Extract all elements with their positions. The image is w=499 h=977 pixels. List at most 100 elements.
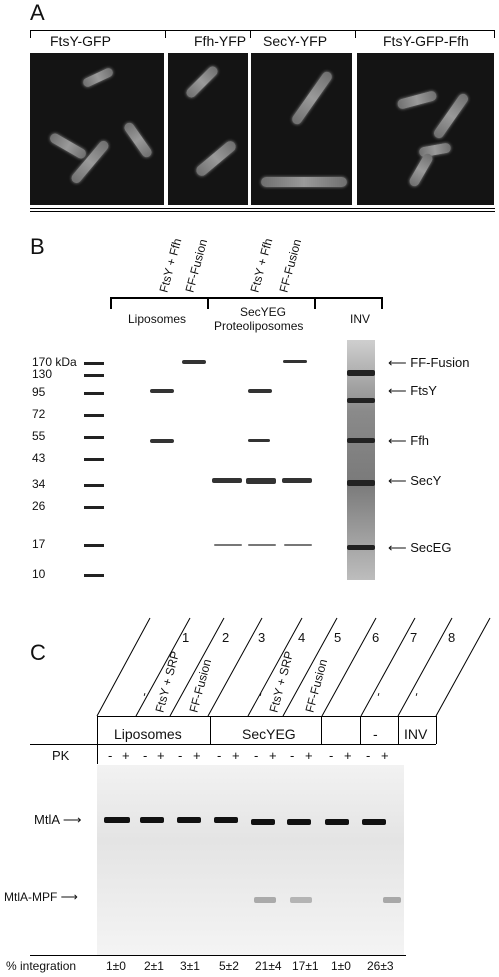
gel-panel-c <box>97 765 404 955</box>
ladder-band <box>84 362 104 365</box>
pk-sign: + <box>122 748 130 763</box>
ladder-band <box>84 414 104 417</box>
inv-band <box>347 545 375 550</box>
integration-value: 1±0 <box>331 959 351 973</box>
band-secy <box>212 478 242 483</box>
band-ffh-2 <box>248 439 270 442</box>
group-label-secy-yfp: SecY-YFP <box>263 33 328 49</box>
arrow-label-ff-fusion: FF-Fusion <box>410 355 470 370</box>
arrow-mtla: MtlA ⟶ <box>34 812 82 827</box>
panel-c-pk-rule <box>30 744 436 745</box>
panel-c-bottom-rule <box>30 955 406 956</box>
pk-sign: - <box>143 748 148 763</box>
lane-number-6: 6 <box>372 630 380 645</box>
panel-a-top-rule <box>30 30 495 31</box>
panel-b-letter: B <box>30 234 45 259</box>
arrow-label-mtla: MtlA <box>34 812 60 827</box>
marker-34: 34 <box>32 477 46 491</box>
pk-label: PK <box>52 748 70 763</box>
group-label-inv: INV <box>350 312 371 326</box>
bracket-tick <box>97 716 98 744</box>
bracket-tick <box>210 716 211 744</box>
inv-band <box>347 438 375 443</box>
arrow-label-mtla-mpf: MtlA-MPF <box>4 890 58 904</box>
arrow-label-seceg: SecEG <box>410 540 452 555</box>
group-label-secyeg: SecYEG <box>240 305 287 319</box>
pk-sign: - <box>366 748 371 763</box>
panel-c-letter: C <box>30 640 46 665</box>
panel-a-bottom-rule-2 <box>30 211 495 212</box>
marker-26: 26 <box>32 499 46 513</box>
pk-sign: - <box>217 748 222 763</box>
integration-value: 1±0 <box>106 959 126 973</box>
bracket-tick <box>207 297 209 309</box>
lane-number-5: 5 <box>334 630 342 645</box>
group-label-ftsy-gfp-ffh: FtsY-GFP-Ffh <box>383 33 469 49</box>
marker-95: 95 <box>32 385 46 399</box>
band-ff-fusion-2 <box>283 360 307 363</box>
band-ffh <box>150 439 174 443</box>
pk-sign: + <box>381 748 389 763</box>
band-seceg <box>214 544 242 546</box>
band-ftsy <box>150 389 174 393</box>
marker-10: 10 <box>32 567 46 581</box>
pk-sign: + <box>157 748 165 763</box>
band-ff-fusion <box>182 360 206 364</box>
panel-b-bracket <box>110 297 382 299</box>
panel-c-bracket <box>97 716 436 717</box>
bracket-tick <box>250 30 251 38</box>
inv-band <box>347 398 375 403</box>
band-secy <box>246 478 276 484</box>
group-label-proteoliposomes: Proteoliposomes <box>214 319 304 333</box>
bracket-tick <box>30 30 31 38</box>
arrow-label-ftsy: FtsY <box>410 383 437 398</box>
lane-number-1: 1 <box>182 630 190 645</box>
bracket-tick <box>355 30 356 38</box>
ladder-band <box>84 574 104 577</box>
integration-value: 2±1 <box>144 959 164 973</box>
micrograph-ftsy-gfp-ffh <box>357 53 494 205</box>
integration-value: 3±1 <box>180 959 200 973</box>
inv-band <box>347 370 375 376</box>
bracket-tick <box>436 716 437 744</box>
pk-sign: - <box>178 748 183 763</box>
marker-170: 170 kDa <box>32 355 77 369</box>
pk-sign: - <box>329 748 334 763</box>
arrow-seceg: ⟵ SecEG <box>388 540 452 555</box>
band-secy <box>282 478 312 483</box>
arrow-mtla-mpf: MtlA-MPF ⟶ <box>4 890 78 904</box>
lane-number-2: 2 <box>222 630 230 645</box>
ladder-band <box>84 484 104 487</box>
bracket-tick <box>494 30 495 38</box>
arrow-ffh: ⟵ Ffh <box>388 433 430 448</box>
c-group-liposomes: Liposomes <box>114 726 182 742</box>
lane-number-4: 4 <box>298 630 306 645</box>
pk-divider <box>97 744 98 764</box>
integration-value: 21±4 <box>255 959 282 973</box>
bracket-tick <box>398 716 399 744</box>
integration-value: 5±2 <box>219 959 239 973</box>
marker-17: 17 <box>32 537 46 551</box>
micrograph-secy-yfp <box>251 53 352 205</box>
inv-lane <box>347 340 375 580</box>
lane-number-8: 8 <box>448 630 456 645</box>
pk-sign: + <box>232 748 240 763</box>
arrow-label-ffh: Ffh <box>410 433 430 448</box>
pk-sign: - <box>108 748 113 763</box>
arrow-ftsy: ⟵ FtsY <box>388 383 437 398</box>
bracket-tick <box>314 297 316 309</box>
pk-sign: - <box>254 748 259 763</box>
arrow-label-secy: SecY <box>410 473 442 488</box>
pk-sign: - <box>290 748 295 763</box>
arrow-ff-fusion: ⟵ FF-Fusion <box>388 355 470 370</box>
c-group-inv: INV <box>404 726 428 742</box>
bracket-tick <box>360 716 361 744</box>
group-label-ffh-yfp: Ffh-YFP <box>194 33 247 49</box>
band-ftsy-2 <box>248 389 272 393</box>
ladder-band <box>84 506 104 509</box>
bracket-tick <box>110 297 112 309</box>
band-seceg <box>284 544 312 546</box>
pk-sign: + <box>344 748 352 763</box>
group-label-ftsy-gfp: FtsY-GFP <box>50 33 111 49</box>
